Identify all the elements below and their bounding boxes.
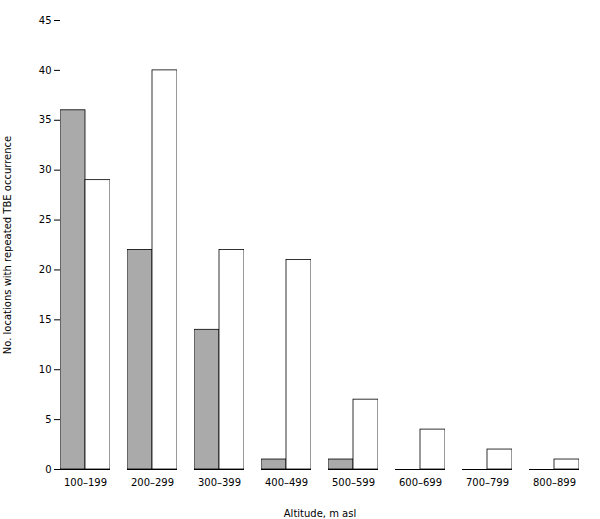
svg-text:20: 20: [39, 264, 52, 275]
svg-text:0: 0: [45, 464, 51, 475]
svg-text:10: 10: [39, 364, 52, 375]
svg-text:30: 30: [39, 164, 52, 175]
svg-text:45: 45: [39, 15, 52, 26]
svg-text:800–899: 800–899: [533, 477, 576, 488]
svg-text:5: 5: [45, 414, 51, 425]
svg-text:15: 15: [39, 314, 52, 325]
svg-text:35: 35: [39, 114, 52, 125]
svg-text:400–499: 400–499: [265, 477, 308, 488]
svg-text:300–399: 300–399: [198, 477, 241, 488]
svg-text:100–199: 100–199: [64, 477, 107, 488]
svg-text:No. locations with repeated TB: No. locations with repeated TBE occurren…: [2, 136, 13, 354]
svg-text:200–299: 200–299: [131, 477, 174, 488]
svg-text:500–599: 500–599: [332, 477, 375, 488]
svg-text:700–799: 700–799: [466, 477, 509, 488]
svg-text:25: 25: [39, 214, 52, 225]
svg-text:Altitude, m asl: Altitude, m asl: [284, 508, 356, 519]
svg-text:600–699: 600–699: [399, 477, 442, 488]
svg-text:40: 40: [39, 65, 52, 76]
